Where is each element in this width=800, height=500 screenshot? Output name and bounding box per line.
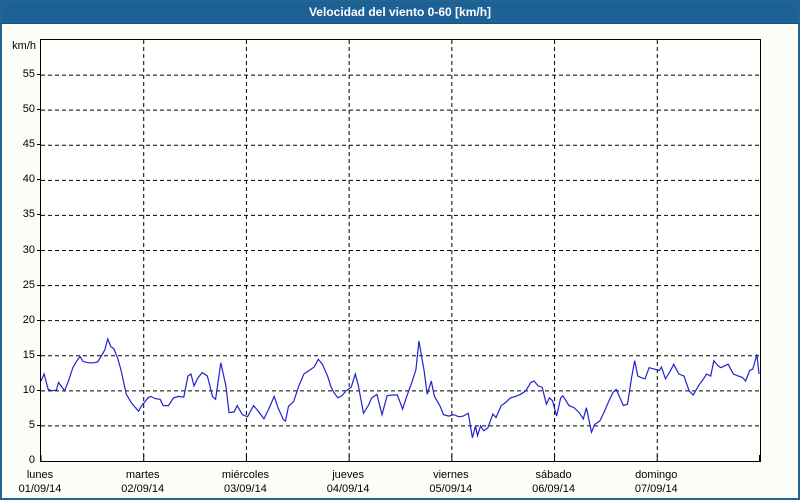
x-tick-date-label: 04/09/14 bbox=[326, 483, 370, 495]
y-tick-label: 45 bbox=[22, 138, 35, 151]
y-tick-mark bbox=[37, 284, 41, 286]
x-tick-weekday-label: viernes bbox=[433, 469, 469, 481]
y-axis-unit-label: km/h bbox=[12, 40, 36, 52]
y-tick-label: 15 bbox=[22, 348, 35, 361]
x-tick-date-label: 03/09/14 bbox=[224, 483, 267, 495]
y-tick-mark bbox=[37, 389, 41, 391]
y-tick-label: 50 bbox=[22, 103, 35, 116]
y-tick-label: 55 bbox=[22, 68, 35, 81]
chart-title-bar: Velocidad del viento 0-60 [km/h] bbox=[2, 2, 798, 24]
y-tick-mark bbox=[37, 354, 41, 356]
x-tick-date-label: 07/09/14 bbox=[634, 483, 678, 495]
chart-title: Velocidad del viento 0-60 [km/h] bbox=[308, 5, 492, 19]
y-tick-mark bbox=[37, 109, 41, 111]
y-tick-mark bbox=[37, 214, 41, 216]
y-tick-mark bbox=[37, 179, 41, 181]
y-tick-label: 20 bbox=[22, 313, 35, 326]
x-tick-date-label: 01/09/14 bbox=[18, 483, 62, 495]
x-tick-date-label: 02/09/14 bbox=[121, 483, 165, 495]
y-tick-mark bbox=[37, 319, 41, 321]
x-tick-date-label: 06/09/14 bbox=[532, 483, 575, 495]
y-tick-label: 35 bbox=[22, 208, 35, 221]
y-tick-label: 30 bbox=[22, 243, 35, 256]
x-tick-weekday-label: lunes bbox=[26, 469, 54, 481]
x-tick-weekday-label: miércoles bbox=[221, 469, 269, 481]
x-tick-date-label: 05/09/14 bbox=[429, 483, 473, 495]
x-tick-weekday-label: jueves bbox=[332, 469, 365, 481]
y-tick-mark bbox=[37, 424, 41, 426]
y-tick-mark bbox=[37, 144, 41, 146]
y-tick-label: 0 bbox=[28, 454, 35, 466]
y-tick-label: 25 bbox=[22, 278, 35, 291]
y-tick-label: 40 bbox=[22, 173, 35, 186]
y-tick-label: 5 bbox=[28, 418, 35, 431]
y-tick-mark bbox=[37, 249, 41, 251]
wind-speed-series-line bbox=[41, 336, 760, 439]
y-tick-mark bbox=[37, 74, 41, 76]
x-tick-weekday-label: martes bbox=[125, 469, 160, 481]
y-tick-label: 10 bbox=[22, 383, 35, 396]
x-tick-weekday-label: sábado bbox=[535, 469, 572, 481]
plot-area bbox=[40, 39, 761, 462]
x-tick-weekday-label: domingo bbox=[635, 469, 678, 481]
wind-speed-line-chart bbox=[41, 40, 760, 461]
